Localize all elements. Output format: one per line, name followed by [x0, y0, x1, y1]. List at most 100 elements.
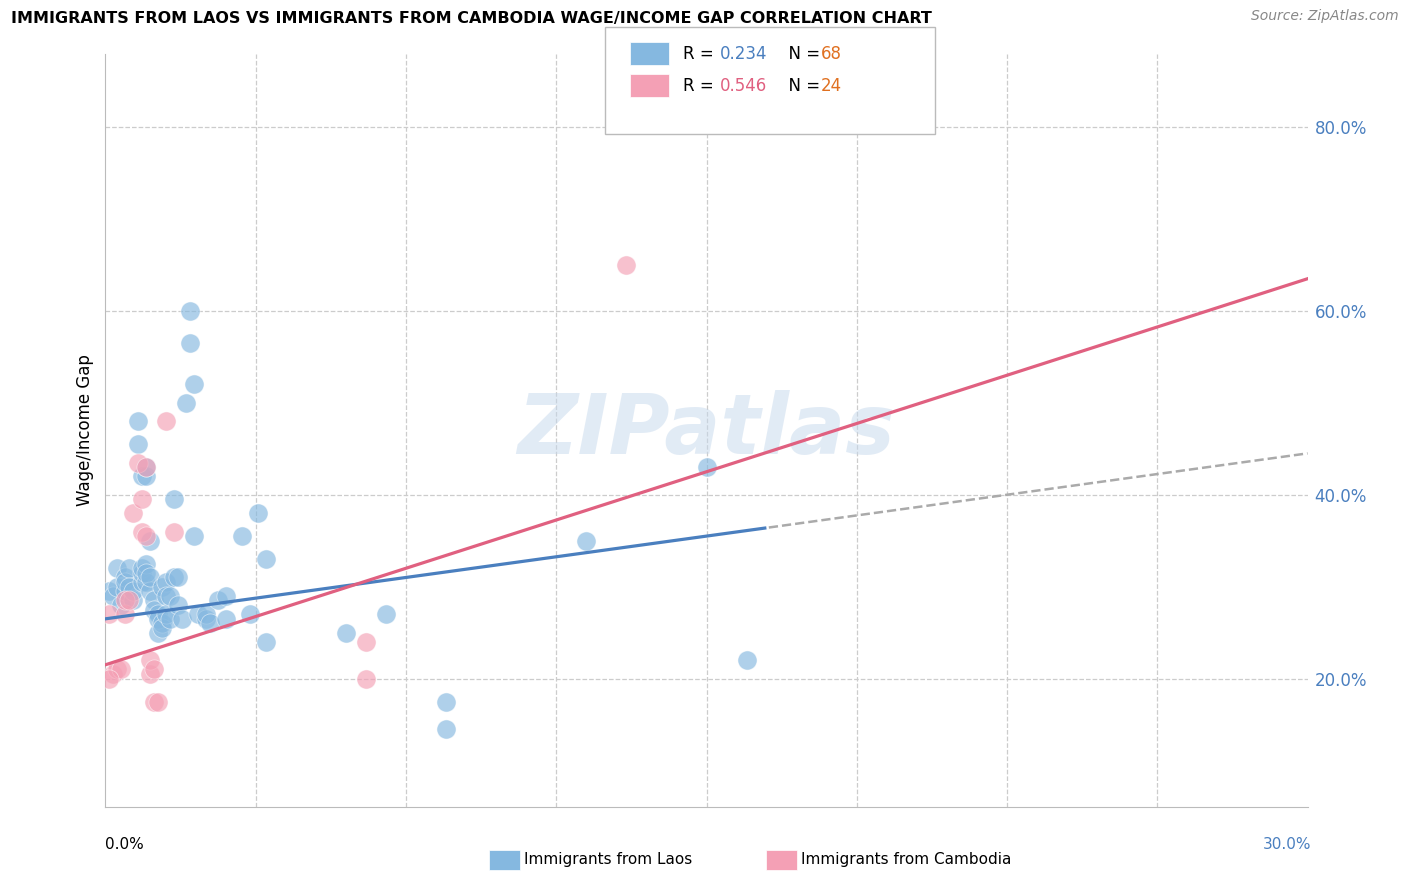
- Point: [335, 625, 357, 640]
- Point: [103, 589, 125, 603]
- Text: 24: 24: [821, 77, 842, 95]
- Point: [354, 672, 377, 686]
- Point: [162, 492, 184, 507]
- Point: [155, 575, 177, 590]
- Point: [150, 621, 173, 635]
- Point: [135, 529, 157, 543]
- Point: [174, 396, 197, 410]
- Point: [142, 694, 165, 708]
- Point: [131, 492, 153, 507]
- Point: [135, 566, 157, 580]
- Point: [146, 694, 169, 708]
- Point: [374, 607, 398, 622]
- Point: [239, 607, 262, 622]
- Point: [194, 612, 217, 626]
- Point: [179, 336, 201, 351]
- Text: N =: N =: [778, 45, 825, 62]
- Point: [127, 414, 149, 428]
- Point: [131, 566, 153, 580]
- Text: IMMIGRANTS FROM LAOS VS IMMIGRANTS FROM CAMBODIA WAGE/INCOME GAP CORRELATION CHA: IMMIGRANTS FROM LAOS VS IMMIGRANTS FROM …: [11, 11, 932, 26]
- Point: [735, 653, 758, 667]
- Point: [135, 460, 157, 475]
- Text: R =: R =: [683, 77, 720, 95]
- Point: [142, 593, 165, 607]
- Point: [98, 672, 121, 686]
- Point: [138, 653, 160, 667]
- Point: [170, 612, 193, 626]
- Point: [122, 584, 145, 599]
- Text: Immigrants from Laos: Immigrants from Laos: [524, 853, 693, 867]
- Point: [107, 580, 129, 594]
- Point: [183, 529, 205, 543]
- Point: [142, 602, 165, 616]
- Point: [138, 533, 160, 548]
- Point: [135, 557, 157, 571]
- Point: [118, 593, 141, 607]
- Text: Source: ZipAtlas.com: Source: ZipAtlas.com: [1251, 9, 1399, 23]
- Point: [166, 598, 188, 612]
- Point: [122, 593, 145, 607]
- Point: [207, 593, 229, 607]
- Point: [254, 635, 277, 649]
- Point: [110, 598, 132, 612]
- Point: [127, 456, 149, 470]
- Point: [198, 616, 221, 631]
- Point: [138, 667, 160, 681]
- Point: [434, 722, 457, 736]
- Text: 0.546: 0.546: [720, 77, 768, 95]
- Point: [183, 377, 205, 392]
- Point: [575, 533, 598, 548]
- Point: [155, 414, 177, 428]
- Point: [146, 612, 169, 626]
- Point: [98, 584, 121, 599]
- Point: [138, 584, 160, 599]
- Point: [696, 460, 718, 475]
- Point: [114, 575, 136, 590]
- Point: [114, 607, 136, 622]
- Point: [194, 607, 217, 622]
- Point: [146, 607, 169, 622]
- Point: [231, 529, 253, 543]
- Point: [103, 667, 125, 681]
- Point: [122, 506, 145, 520]
- Point: [114, 570, 136, 584]
- Point: [146, 625, 169, 640]
- Point: [107, 662, 129, 676]
- Point: [135, 575, 157, 590]
- Text: 68: 68: [821, 45, 842, 62]
- Point: [131, 561, 153, 575]
- Y-axis label: Wage/Income Gap: Wage/Income Gap: [76, 354, 94, 507]
- Point: [179, 304, 201, 318]
- Point: [127, 437, 149, 451]
- Point: [118, 561, 141, 575]
- Point: [118, 580, 141, 594]
- Text: 30.0%: 30.0%: [1264, 838, 1312, 852]
- Point: [214, 589, 236, 603]
- Point: [159, 589, 181, 603]
- Text: 0.234: 0.234: [720, 45, 768, 62]
- Point: [155, 589, 177, 603]
- Text: Immigrants from Cambodia: Immigrants from Cambodia: [801, 853, 1012, 867]
- Point: [162, 524, 184, 539]
- Point: [142, 662, 165, 676]
- Text: R =: R =: [683, 45, 720, 62]
- Text: N =: N =: [778, 77, 825, 95]
- Point: [114, 593, 136, 607]
- Point: [131, 524, 153, 539]
- Point: [98, 607, 121, 622]
- Point: [110, 662, 132, 676]
- Point: [131, 575, 153, 590]
- Point: [254, 552, 277, 566]
- Point: [159, 612, 181, 626]
- Point: [354, 635, 377, 649]
- Point: [150, 580, 173, 594]
- Point: [150, 616, 173, 631]
- Point: [434, 694, 457, 708]
- Point: [616, 258, 638, 272]
- Point: [135, 460, 157, 475]
- Point: [107, 561, 129, 575]
- Point: [162, 570, 184, 584]
- Point: [155, 607, 177, 622]
- Point: [187, 607, 209, 622]
- Point: [246, 506, 269, 520]
